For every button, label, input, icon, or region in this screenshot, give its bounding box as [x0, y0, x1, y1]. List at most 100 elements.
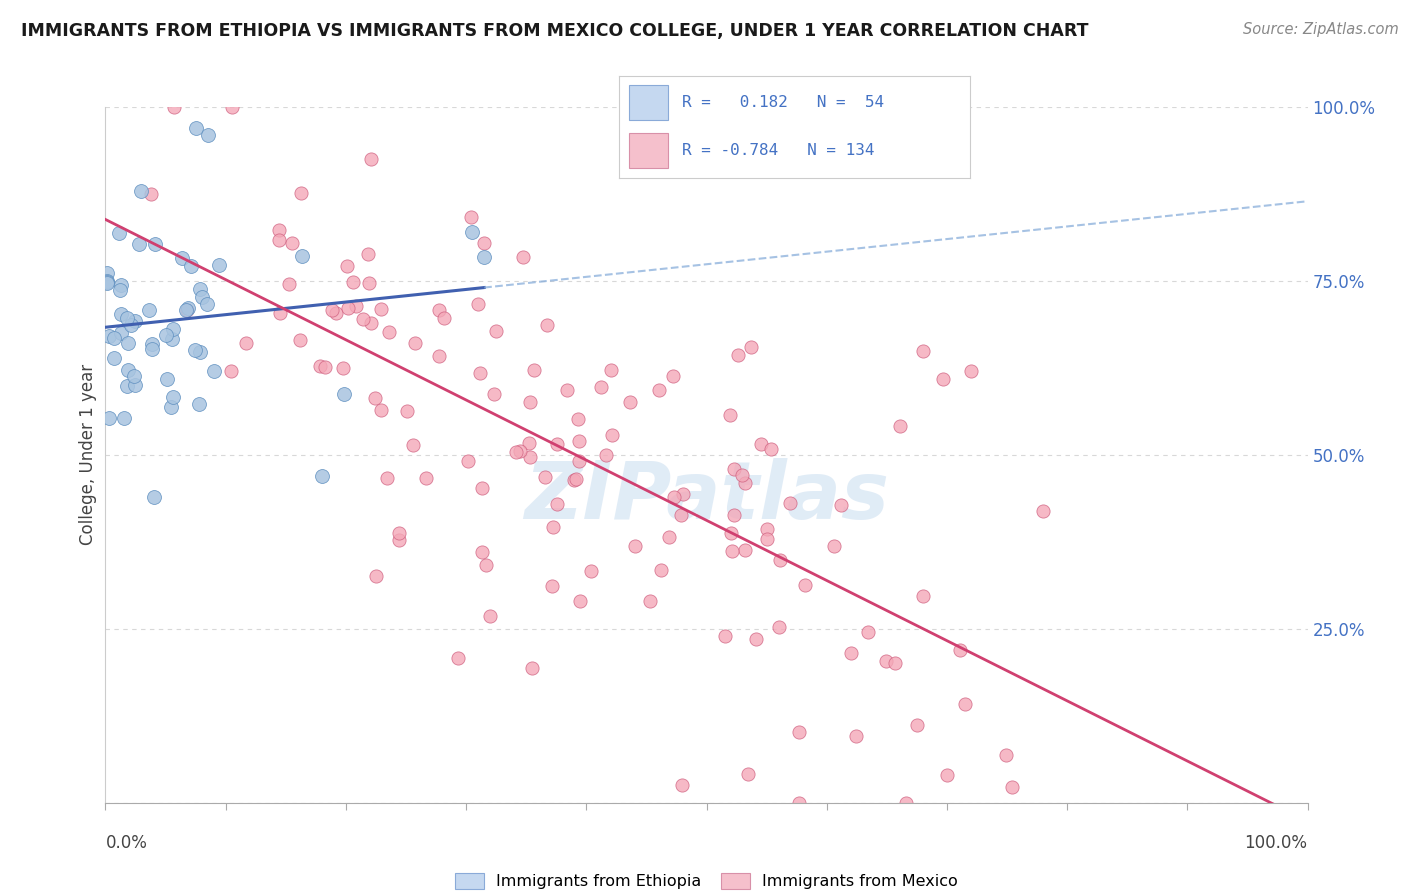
Point [366, 568, 388, 582]
Point [1001, 780, 1024, 795]
Point [188, 345, 211, 359]
Point [122, 368, 145, 383]
Point [97, 411, 120, 425]
Point [197, 128, 219, 142]
Point [638, 594, 661, 608]
Point [911, 343, 934, 358]
Point [96, 276, 118, 290]
Point [96, 276, 118, 290]
Point [460, 210, 482, 224]
Point [523, 363, 546, 377]
FancyBboxPatch shape [630, 85, 668, 120]
Point [472, 250, 495, 264]
Point [658, 531, 681, 545]
Point [342, 276, 364, 290]
Point [103, 351, 125, 365]
Point [143, 236, 166, 251]
Point [208, 258, 231, 272]
Point [546, 437, 568, 451]
Point [360, 316, 382, 330]
Point [650, 563, 672, 577]
Point [723, 462, 745, 476]
Point [311, 468, 333, 483]
Point [713, 629, 735, 643]
Point [184, 343, 207, 357]
Point [96, 274, 118, 288]
Point [269, 223, 291, 237]
Point [141, 337, 163, 351]
Point [749, 437, 772, 451]
Point [720, 526, 742, 541]
Point [669, 508, 692, 523]
Point [624, 539, 647, 553]
Point [555, 383, 578, 397]
Point [565, 472, 588, 486]
Point [883, 656, 905, 670]
Point [995, 747, 1018, 762]
Point [188, 397, 211, 411]
Point [332, 360, 354, 375]
Point [1032, 503, 1054, 517]
Point [370, 302, 392, 317]
Point [534, 470, 557, 484]
Point [433, 310, 456, 325]
Point [110, 307, 132, 321]
Point [117, 363, 139, 377]
Point [162, 390, 184, 404]
Point [568, 454, 591, 468]
Point [98, 329, 121, 343]
Point [756, 522, 779, 536]
Point [856, 625, 879, 640]
Point [115, 311, 138, 326]
Point [277, 277, 299, 291]
Point [290, 334, 312, 348]
Point [180, 259, 202, 273]
Point [509, 443, 531, 458]
Point [344, 299, 367, 313]
Point [290, 250, 312, 264]
Point [589, 380, 612, 394]
Point [336, 259, 359, 273]
Point [360, 153, 382, 167]
Text: R =   0.182   N =  54: R = 0.182 N = 54 [682, 95, 884, 110]
Point [718, 408, 741, 422]
Point [427, 349, 450, 363]
Point [162, 100, 184, 114]
Point [662, 490, 685, 504]
Point [325, 306, 347, 320]
Point [541, 520, 564, 534]
Point [671, 778, 693, 792]
Point [779, 496, 801, 510]
Point [737, 766, 759, 780]
Point [110, 326, 132, 340]
Point [112, 411, 135, 425]
Point [472, 236, 495, 251]
Point [108, 283, 131, 297]
Point [333, 387, 356, 401]
Point [375, 471, 398, 485]
Point [845, 729, 868, 743]
Text: 0.0%: 0.0% [105, 834, 148, 852]
Point [723, 508, 745, 522]
Point [932, 372, 955, 386]
Point [336, 301, 359, 315]
Point [756, 532, 779, 546]
Point [309, 359, 332, 373]
Point [727, 347, 749, 361]
Point [672, 487, 695, 501]
Point [184, 120, 207, 135]
Point [162, 322, 184, 336]
Point [404, 335, 426, 350]
Point [875, 654, 897, 668]
Point [478, 609, 501, 624]
Point [740, 340, 762, 354]
Point [117, 335, 139, 350]
Point [595, 448, 617, 462]
Point [471, 545, 494, 559]
Point [141, 343, 163, 357]
Point [160, 332, 183, 346]
Point [512, 251, 534, 265]
Point [142, 490, 165, 504]
Point [314, 359, 336, 374]
Point [138, 303, 160, 318]
